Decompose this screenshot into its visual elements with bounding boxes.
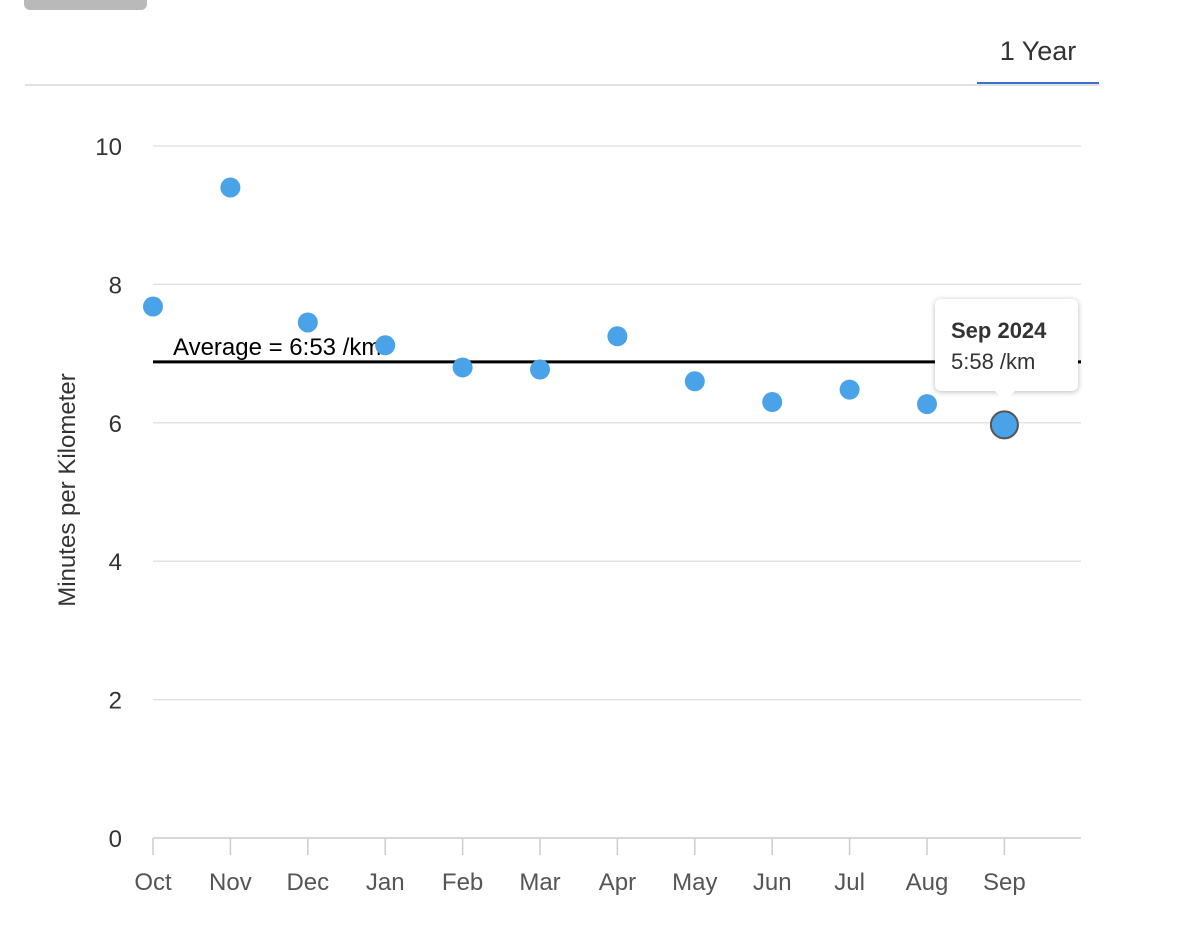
x-tick-label: Sep [983, 869, 1026, 896]
data-point [143, 296, 163, 317]
y-tick-label: 4 [109, 549, 122, 576]
tab-label: 1 Year [999, 36, 1077, 66]
x-tick-label: Oct [134, 869, 172, 896]
average-label: Average = 6:53 /km [173, 334, 381, 361]
data-point [452, 357, 473, 378]
y-tick-label: 8 [109, 272, 122, 299]
data-point [762, 392, 783, 413]
data-point [297, 312, 318, 333]
x-tick-label: Mar [519, 869, 560, 896]
data-point [839, 379, 860, 400]
point-tooltip: Sep 2024 5:58 /km [935, 299, 1078, 401]
data-point [375, 335, 396, 356]
data-point [684, 371, 705, 392]
data-point [530, 359, 550, 380]
y-tick-label: 6 [109, 411, 122, 438]
back-button[interactable] [24, 0, 147, 10]
data-point-highlighted [989, 410, 1019, 440]
x-tick-label: May [672, 869, 717, 896]
x-tick-label: Jan [366, 869, 405, 896]
y-axis-label: Minutes per Kilometer [54, 373, 81, 606]
x-tick-label: Nov [209, 869, 252, 896]
x-tick-label: Apr [599, 869, 636, 896]
tooltip-value: 5:58 /km [951, 349, 1036, 374]
y-tick-label: 0 [109, 826, 122, 853]
y-tick-label: 2 [109, 688, 122, 715]
tab-bar-divider [25, 84, 1100, 86]
x-tick-label: Dec [286, 869, 329, 896]
x-tick-label: Jun [753, 869, 792, 896]
data-point [607, 326, 628, 347]
x-tick-label: Aug [906, 869, 949, 896]
data-point [220, 177, 241, 198]
y-tick-label: 10 [95, 134, 122, 161]
x-tick-label: Feb [442, 869, 483, 896]
tooltip-title: Sep 2024 [951, 318, 1047, 343]
x-tick-label: Jul [834, 869, 865, 896]
data-point [917, 394, 937, 415]
